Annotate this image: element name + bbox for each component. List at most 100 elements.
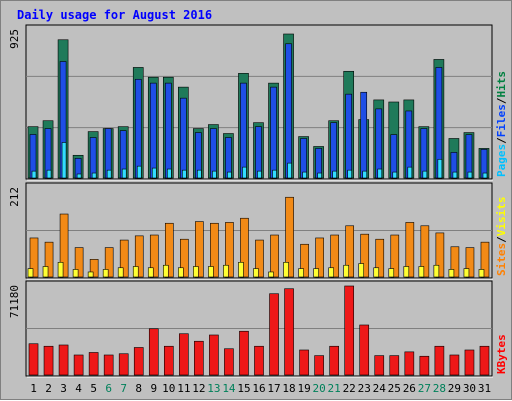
bar-sites-day-13 <box>208 266 214 278</box>
bar-pages-day-29 <box>452 171 458 179</box>
bar-kbytes-day-24 <box>374 355 385 376</box>
legend-kbytes: KBytes <box>495 334 508 374</box>
bar-sites-day-7 <box>117 267 124 278</box>
day-label-2: 2 <box>45 382 52 395</box>
panel-visits-sites: 212 Sites/Visits <box>8 182 508 280</box>
bar-pages-day-2 <box>46 169 52 179</box>
day-label-17: 17 <box>267 382 280 395</box>
legend-separator: / <box>495 137 508 144</box>
bar-sites-day-22 <box>343 264 349 278</box>
bar-sites-day-29 <box>448 269 455 278</box>
bar-kbytes-day-8 <box>133 347 144 376</box>
bar-pages-day-26 <box>407 166 413 179</box>
bar-kbytes-day-5 <box>88 352 99 376</box>
bar-files-day-5 <box>89 137 97 179</box>
bar-kbytes-day-28 <box>434 345 445 376</box>
bar-sites-day-6 <box>102 269 109 278</box>
scale-label: 71180 <box>8 285 21 318</box>
bar-kbytes-day-21 <box>329 345 339 376</box>
bar-sites-day-31 <box>478 269 485 278</box>
bar-visits-day-9 <box>149 234 159 278</box>
bar-pages-day-17 <box>272 169 277 179</box>
bar-kbytes-day-23 <box>359 324 370 376</box>
bar-sites-day-9 <box>147 267 154 278</box>
legend-visits: Visits <box>495 197 508 237</box>
bar-visits-day-17 <box>270 234 279 278</box>
bar-pages-day-18 <box>287 162 292 179</box>
bar-pages-day-12 <box>197 169 202 179</box>
bar-pages-day-10 <box>166 168 172 179</box>
bar-pages-day-31 <box>482 172 488 179</box>
bar-sites-day-30 <box>463 268 470 278</box>
day-label-12: 12 <box>192 382 205 395</box>
bar-kbytes-day-2 <box>43 345 54 376</box>
bar-sites-day-25 <box>388 268 395 278</box>
bar-files-day-15 <box>240 82 247 179</box>
bar-files-day-22 <box>345 93 353 179</box>
bar-kbytes-day-19 <box>299 349 309 376</box>
bar-pages-day-30 <box>467 171 473 179</box>
bar-files-day-30 <box>465 134 473 179</box>
panel-legend: KBytes <box>495 334 508 374</box>
bar-visits-day-22 <box>345 225 355 278</box>
bar-pages-day-19 <box>302 171 307 179</box>
day-label-9: 9 <box>150 382 157 395</box>
bar-sites-day-16 <box>253 268 259 278</box>
day-label-7: 7 <box>120 382 127 395</box>
day-label-25: 25 <box>388 382 401 395</box>
bar-kbytes-day-9 <box>148 328 159 376</box>
bar-pages-day-8 <box>136 165 142 179</box>
bar-visits-day-26 <box>405 222 415 278</box>
bar-pages-day-4 <box>76 173 82 179</box>
bar-pages-day-21 <box>332 170 337 179</box>
bar-visits-day-24 <box>375 238 385 278</box>
bar-visits-day-29 <box>450 246 460 278</box>
bar-files-day-24 <box>375 108 383 179</box>
day-label-10: 10 <box>162 382 175 395</box>
bar-sites-day-18 <box>283 262 289 278</box>
bar-sites-day-14 <box>223 264 229 278</box>
bar-visits-day-14 <box>225 222 234 278</box>
bar-visits-day-3 <box>59 213 69 278</box>
day-label-27: 27 <box>418 382 431 395</box>
bar-visits-day-31 <box>480 241 490 278</box>
day-label-26: 26 <box>403 382 416 395</box>
bar-visits-day-2 <box>44 241 54 278</box>
day-label-22: 22 <box>343 382 356 395</box>
bar-kbytes-day-16 <box>254 345 264 376</box>
bar-files-day-10 <box>164 82 172 179</box>
bar-visits-day-4 <box>74 247 84 278</box>
bar-pages-day-20 <box>317 172 322 179</box>
bar-sites-day-3 <box>57 262 64 278</box>
bar-pages-day-14 <box>227 171 232 179</box>
bar-pages-day-1 <box>31 170 37 179</box>
bar-visits-day-21 <box>330 234 339 278</box>
bar-sites-day-10 <box>162 264 169 278</box>
bar-pages-day-9 <box>151 167 157 179</box>
bar-kbytes-day-6 <box>103 354 114 376</box>
bar-kbytes-day-25 <box>389 355 400 376</box>
bar-files-day-27 <box>420 128 428 179</box>
day-label-13: 13 <box>207 382 220 395</box>
bar-pages-day-15 <box>242 166 247 179</box>
bar-pages-day-28 <box>437 158 443 179</box>
day-label-28: 28 <box>433 382 446 395</box>
bar-files-day-25 <box>390 134 398 179</box>
bar-pages-day-6 <box>106 169 112 179</box>
bar-sites-day-17 <box>268 271 274 278</box>
day-label-21: 21 <box>328 382 341 395</box>
bar-kbytes-day-30 <box>464 349 475 376</box>
bar-pages-day-22 <box>347 169 353 179</box>
day-label-11: 11 <box>177 382 190 395</box>
bar-pages-day-7 <box>121 168 127 179</box>
bar-visits-day-30 <box>465 247 475 278</box>
chart-title: Daily usage for August 2016 <box>17 8 212 22</box>
legend-pages: Pages <box>495 144 508 177</box>
bar-pages-day-3 <box>61 142 67 179</box>
bar-kbytes-day-14 <box>224 348 234 376</box>
bar-sites-day-11 <box>178 267 184 278</box>
bar-kbytes-day-4 <box>73 354 84 376</box>
legend-separator: / <box>495 97 508 104</box>
day-label-24: 24 <box>373 382 387 395</box>
